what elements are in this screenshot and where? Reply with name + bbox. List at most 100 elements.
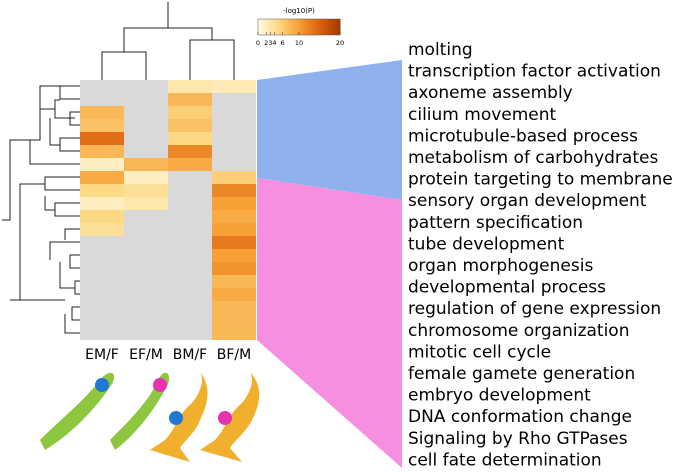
colorbar-segment bbox=[297, 19, 300, 35]
row-label: organ morphogenesis bbox=[408, 256, 593, 276]
missing-cell bbox=[212, 145, 256, 158]
heat-cell bbox=[80, 184, 124, 197]
colorbar-segment bbox=[305, 19, 308, 35]
colorbar-segment bbox=[296, 19, 299, 35]
missing-cell bbox=[212, 132, 256, 145]
colorbar-segment bbox=[270, 19, 273, 35]
colorbar-segment bbox=[277, 19, 279, 35]
missing-cell bbox=[168, 223, 212, 236]
missing-cell bbox=[168, 327, 212, 340]
missing-cell bbox=[124, 145, 168, 158]
colorbar-segment bbox=[301, 19, 304, 35]
heat-cell bbox=[212, 275, 256, 288]
colorbar-tick-label: 4 bbox=[272, 39, 276, 47]
row-label: chromosome organization bbox=[408, 321, 629, 341]
row-label: microtubule-based process bbox=[408, 126, 638, 146]
heat-cell bbox=[212, 210, 256, 223]
colorbar-tick-label: 6 bbox=[281, 39, 285, 47]
colorbar-segment bbox=[309, 19, 312, 35]
row-label: pattern specification bbox=[408, 213, 583, 233]
heat-cell bbox=[80, 106, 124, 119]
colorbar-segment bbox=[278, 19, 281, 35]
colorbar-segment bbox=[303, 19, 305, 35]
row-label: tube development bbox=[408, 234, 565, 254]
missing-cell bbox=[168, 236, 212, 249]
missing-cell bbox=[124, 301, 168, 314]
missing-cell bbox=[168, 197, 212, 210]
colorbar-segment bbox=[271, 19, 274, 35]
heat-cell bbox=[80, 223, 124, 236]
colorbar-tick-label: 3 bbox=[268, 39, 272, 47]
colorbar-segment bbox=[304, 19, 307, 35]
colorbar-segment bbox=[327, 19, 330, 35]
heat-cell bbox=[168, 119, 212, 132]
row-label: female gamete generation bbox=[408, 364, 635, 384]
colorbar-segment bbox=[307, 19, 310, 35]
heat-cell bbox=[212, 236, 256, 249]
colorbar-segment bbox=[322, 19, 325, 35]
heat-cell bbox=[212, 314, 256, 327]
row-dendrogram bbox=[2, 85, 80, 334]
colorbar-segment bbox=[283, 19, 286, 35]
colorbar-segment bbox=[262, 19, 264, 35]
missing-cell bbox=[212, 93, 256, 106]
colorbar-segment bbox=[337, 19, 340, 35]
colorbar-segment bbox=[335, 19, 338, 35]
column-label: BF/M bbox=[217, 347, 251, 363]
heat-cell bbox=[212, 223, 256, 236]
heat-cell bbox=[80, 171, 124, 184]
organism-icons bbox=[40, 372, 260, 462]
heat-cell bbox=[80, 132, 124, 145]
colorbar-tick-label: 0 bbox=[256, 39, 260, 47]
colorbar-segment bbox=[324, 19, 327, 35]
missing-cell bbox=[124, 314, 168, 327]
colorbar-segment bbox=[264, 19, 267, 35]
heat-cell bbox=[212, 249, 256, 262]
missing-cell bbox=[80, 314, 124, 327]
colorbar-segment bbox=[258, 19, 260, 35]
heat-cell bbox=[212, 197, 256, 210]
missing-cell bbox=[80, 249, 124, 262]
missing-cell bbox=[124, 262, 168, 275]
missing-cell bbox=[80, 262, 124, 275]
missing-cell bbox=[212, 119, 256, 132]
missing-cell bbox=[124, 327, 168, 340]
colorbar-segment bbox=[290, 19, 293, 35]
missing-cell bbox=[124, 275, 168, 288]
colorbar-tick-label: 10 bbox=[295, 39, 303, 47]
colorbar-segment bbox=[281, 19, 284, 35]
colorbar-title: -log10(P) bbox=[283, 7, 315, 15]
heat-cell bbox=[124, 197, 168, 210]
heat-cell bbox=[80, 210, 124, 223]
heat-cell bbox=[168, 145, 212, 158]
heat-cell bbox=[124, 171, 168, 184]
colorbar-segment bbox=[311, 19, 314, 35]
missing-cell bbox=[168, 171, 212, 184]
row-label: molting bbox=[408, 40, 473, 60]
cluster-band bbox=[257, 60, 402, 200]
colorbar-segment bbox=[268, 19, 271, 35]
heat-cell bbox=[212, 184, 256, 197]
missing-cell bbox=[124, 80, 168, 93]
column-dendrogram bbox=[101, 2, 235, 80]
colorbar-segment bbox=[279, 19, 282, 35]
missing-cell bbox=[124, 288, 168, 301]
colorbar-segment bbox=[320, 19, 323, 35]
column-label: BM/F bbox=[173, 347, 207, 363]
colorbar-segment bbox=[326, 19, 329, 35]
heat-cell bbox=[212, 301, 256, 314]
colorbar-segment bbox=[316, 19, 319, 35]
heat-cell bbox=[212, 327, 256, 340]
missing-cell bbox=[80, 80, 124, 93]
missing-cell bbox=[168, 275, 212, 288]
colorbar-segment bbox=[299, 19, 301, 35]
missing-cell bbox=[168, 249, 212, 262]
colorbar-segment bbox=[334, 19, 337, 35]
missing-cell bbox=[80, 301, 124, 314]
missing-cell bbox=[212, 158, 256, 171]
column-label: EM/F bbox=[85, 347, 119, 363]
missing-cell bbox=[80, 275, 124, 288]
colorbar-segment bbox=[285, 19, 288, 35]
missing-cell bbox=[80, 327, 124, 340]
